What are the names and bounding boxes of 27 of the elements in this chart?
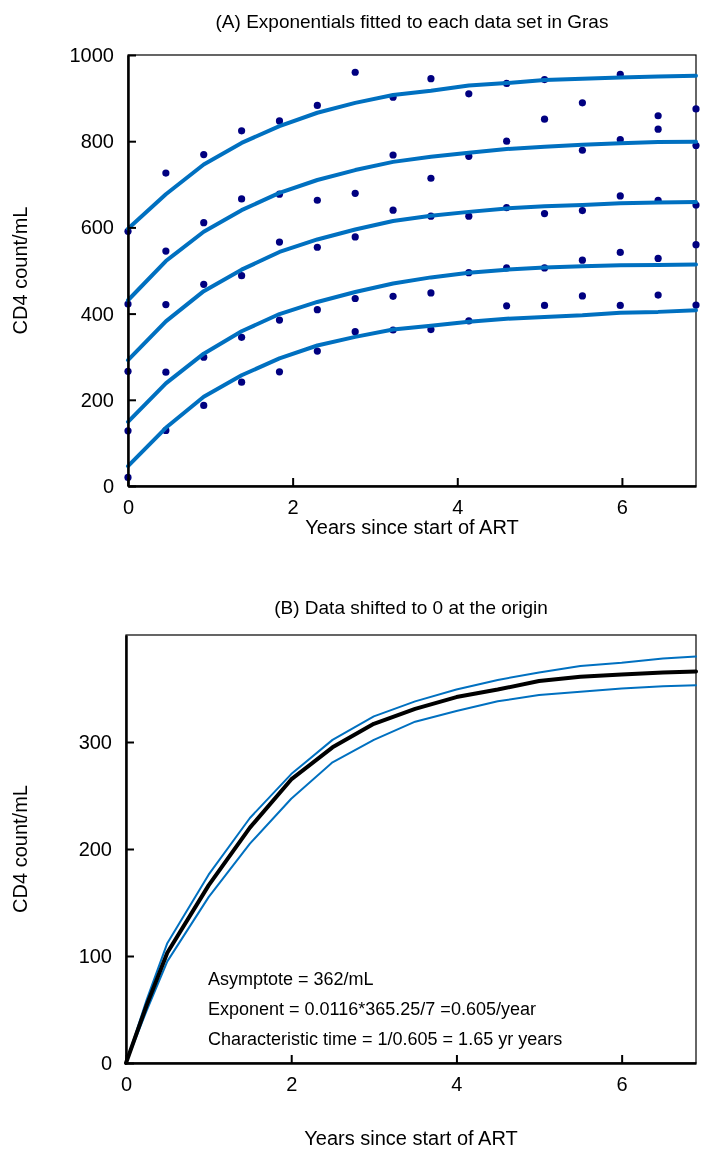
annotation: Asymptote = 362/mL: [208, 969, 374, 989]
y-axis-title: CD4 count/mL: [9, 206, 31, 335]
y-tick-label: 300: [78, 730, 112, 753]
annotation: Exponent = 0.0116*365.25/7 =0.605/year: [208, 999, 536, 1019]
x-axis-title: Years since start of ART: [304, 1127, 518, 1149]
x-tick-label: 2: [287, 496, 299, 519]
chart-title: (B) Data shifted to 0 at the origin: [274, 597, 548, 618]
x-tick-label: 4: [451, 1073, 463, 1096]
y-tick-label: 0: [102, 474, 114, 497]
x-axis-title: Years since start of ART: [305, 516, 519, 538]
x-tick-label: 0: [122, 496, 135, 519]
x-tick-label: 0: [120, 1073, 133, 1096]
y-tick-label: 200: [78, 837, 112, 860]
y-tick-label: 0: [100, 1051, 112, 1074]
y-tick-label: 400: [80, 302, 114, 325]
chart-title: (A) Exponentials fitted to each data set in Gras: [215, 11, 609, 32]
y-axis-title: CD4 count/mL: [9, 785, 31, 913]
y-tick-label: 600: [80, 216, 114, 239]
x-tick-label: 2: [286, 1073, 298, 1096]
y-tick-label: 100: [78, 944, 112, 967]
annotation: Characteristic time = 1/0.605 = 1.65 yr years: [208, 1029, 563, 1049]
y-tick-label: 1000: [69, 43, 114, 66]
x-tick-label: 4: [452, 496, 464, 519]
x-tick-label: 6: [616, 1073, 628, 1096]
y-tick-label: 800: [80, 130, 114, 153]
x-tick-label: 6: [616, 496, 628, 519]
y-tick-label: 200: [80, 388, 114, 411]
